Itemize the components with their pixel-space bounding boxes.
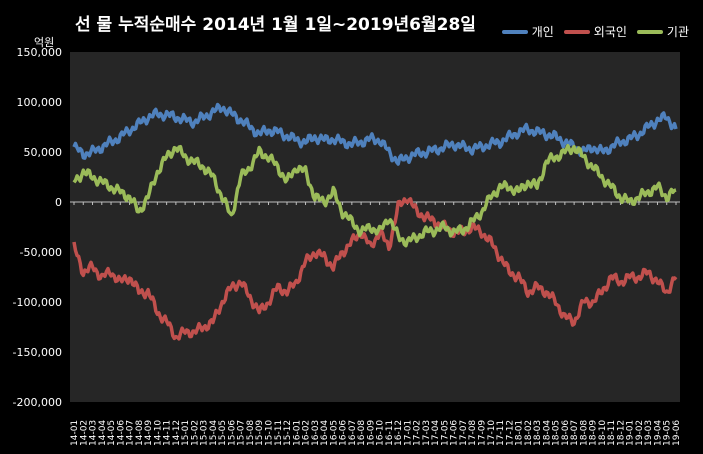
- x-tick-label: 17-04: [431, 420, 441, 446]
- x-tick-label: 18-11: [607, 420, 617, 446]
- x-tick-label: 17-12: [505, 420, 515, 446]
- x-tick-label: 17-08: [468, 420, 478, 446]
- plot-area: [70, 52, 680, 402]
- x-tick-label: 18-08: [579, 420, 589, 446]
- x-tick-label: 17-11: [496, 420, 506, 446]
- series-line-foreign: [72, 197, 678, 341]
- x-tick-label: 19-03: [644, 420, 654, 446]
- x-tick-label: 14-10: [153, 420, 163, 446]
- x-tick-label: 16-04: [320, 420, 330, 446]
- x-tick-label: 17-06: [450, 420, 460, 446]
- x-tick-label: 19-01: [626, 420, 636, 446]
- x-tick-label: 15-09: [255, 420, 265, 446]
- x-tick-label: 17-02: [413, 420, 423, 446]
- x-tick-label: 16-12: [394, 420, 404, 446]
- x-tick-label: 18-03: [533, 420, 543, 446]
- legend-item-institution: 기관: [636, 23, 689, 40]
- x-tick-label: 16-05: [329, 420, 339, 446]
- legend-label-foreign: 외국인: [593, 25, 627, 39]
- legend: 개인 외국인 기관: [501, 23, 689, 40]
- x-tick-label: 14-01: [70, 420, 80, 446]
- x-tick-label: 14-02: [79, 420, 89, 446]
- x-tick-label: 18-01: [515, 420, 525, 446]
- x-tick-label: 14-06: [116, 420, 126, 446]
- x-tick-label: 16-09: [366, 420, 376, 446]
- x-tick-label: 18-02: [524, 420, 534, 446]
- x-tick-label: 15-03: [200, 420, 210, 446]
- x-tick-label: 14-03: [89, 420, 99, 446]
- x-tick-label: 14-04: [98, 420, 108, 446]
- legend-label-institution: 기관: [666, 25, 689, 39]
- x-tick-label: 19-04: [653, 420, 663, 446]
- x-tick-label: 16-01: [292, 420, 302, 446]
- x-tick-label: 15-04: [209, 420, 219, 446]
- y-tick-label: 150,000: [17, 46, 63, 59]
- x-tick-label: 16-07: [348, 420, 358, 446]
- x-tick-label: 17-05: [440, 420, 450, 446]
- x-tick-label: 15-11: [274, 420, 284, 446]
- x-tick-label: 16-06: [339, 420, 349, 446]
- x-tick-label: 18-12: [616, 420, 626, 446]
- y-tick-label: -150,000: [13, 346, 62, 359]
- x-tick-label: 17-01: [403, 420, 413, 446]
- y-tick-label: 50,000: [24, 146, 63, 159]
- x-tick-label: 15-02: [190, 420, 200, 446]
- legend-swatch-institution: [636, 29, 663, 34]
- x-tick-label: 17-03: [422, 420, 432, 446]
- y-tick-label: 100,000: [17, 96, 63, 109]
- x-tick-label: 14-08: [135, 420, 145, 446]
- x-tick-label: 15-06: [227, 420, 237, 446]
- x-tick-label: 14-11: [163, 420, 173, 446]
- x-tick-label: 16-11: [385, 420, 395, 446]
- y-tick-label: -100,000: [13, 296, 62, 309]
- x-tick-label: 18-07: [570, 420, 580, 446]
- x-tick-label: 18-09: [589, 420, 599, 446]
- x-tick-label: 15-10: [264, 420, 274, 446]
- x-tick-label: 14-12: [172, 420, 182, 446]
- y-tick-label: 0: [55, 196, 62, 209]
- x-tick-label: 15-05: [218, 420, 228, 446]
- x-tick-label: 14-09: [144, 420, 154, 446]
- legend-swatch-foreign: [563, 29, 590, 34]
- x-tick-label: 18-05: [552, 420, 562, 446]
- x-tick-label: 19-06: [672, 420, 682, 446]
- x-tick-label: 14-05: [107, 420, 117, 446]
- unit-label: 억원: [34, 36, 55, 49]
- x-axis: 14-01 14-02 14-03 14-04 14-05 14-06 14-07 14-08…: [70, 201, 682, 446]
- x-tick-label: 17-10: [487, 420, 497, 446]
- series-layer: [72, 102, 678, 341]
- x-tick-label: 16-08: [357, 420, 367, 446]
- x-tick-label: 17-09: [478, 420, 488, 446]
- x-tick-label: 18-06: [561, 420, 571, 446]
- x-tick-label: 15-07: [237, 420, 247, 446]
- x-tick-label: 16-02: [302, 420, 312, 446]
- y-axis: 150,000 100,000 50,000 0 -50,000 -100,000 -150…: [13, 46, 62, 409]
- legend-item-foreign: 외국인: [563, 23, 627, 40]
- legend-item-individual: 개인: [501, 23, 554, 40]
- y-tick-label: -50,000: [20, 246, 62, 259]
- x-tick-label: 15-12: [283, 420, 293, 446]
- legend-swatch-individual: [501, 29, 528, 34]
- x-tick-label: 16-03: [311, 420, 321, 446]
- x-tick-label: 14-07: [126, 420, 136, 446]
- x-tick-label: 19-02: [635, 420, 645, 446]
- x-tick-label: 18-04: [542, 420, 552, 446]
- series-line-institution: [72, 143, 677, 248]
- y-tick-label: -200,000: [13, 396, 62, 409]
- x-tick-label: 18-10: [598, 420, 608, 446]
- legend-label-individual: 개인: [531, 25, 554, 39]
- chart-title: 선 물 누적순매수 2014년 1월 1일~2019년6월28일: [75, 15, 476, 35]
- x-tick-label: 15-08: [246, 420, 256, 446]
- x-tick-label: 16-10: [376, 420, 386, 446]
- x-tick-label: 19-05: [663, 420, 673, 446]
- x-tick-label: 15-01: [181, 420, 191, 446]
- x-tick-label: 17-07: [459, 420, 469, 446]
